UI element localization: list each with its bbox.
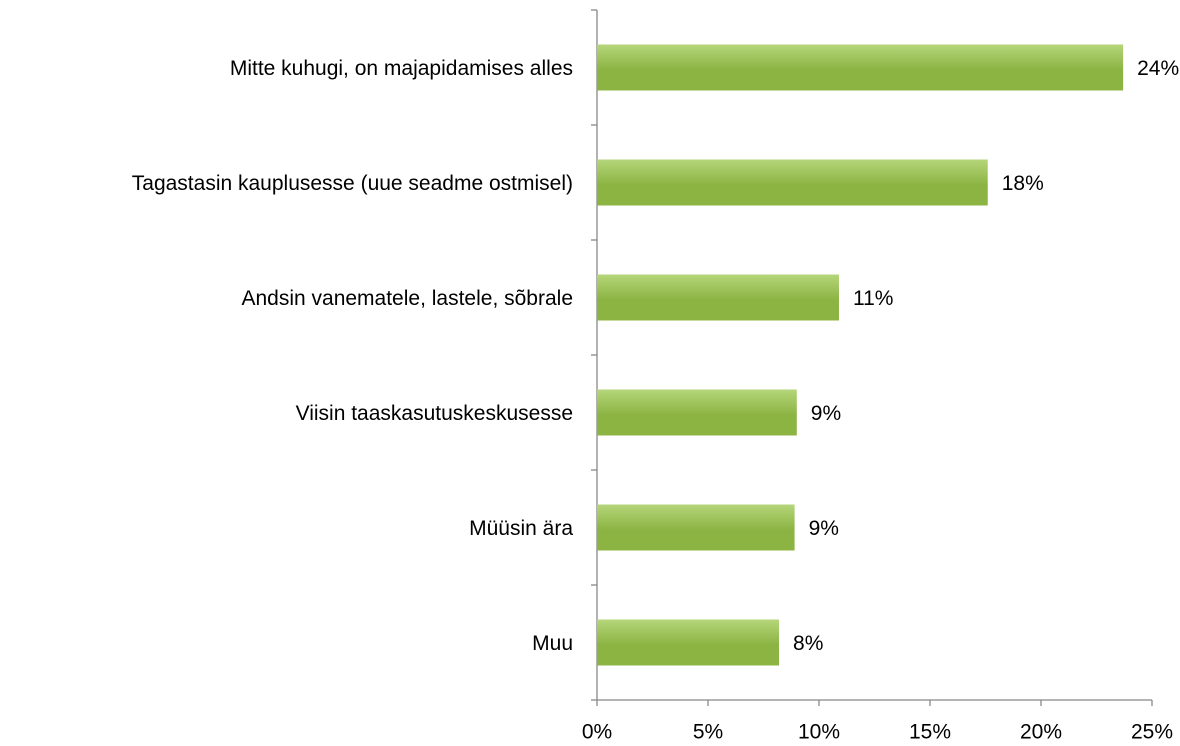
data-label: 18% <box>1002 172 1044 195</box>
y-tick-label: Muu <box>532 632 573 655</box>
bar <box>597 44 1124 91</box>
y-tick-label: Müüsin ära <box>469 517 573 540</box>
y-tick-label: Andsin vanematele, lastele, sõbrale <box>241 287 573 310</box>
bar <box>597 274 839 321</box>
x-tick-label: 25% <box>1131 721 1173 744</box>
y-tick-label: Mitte kuhugi, on majapidamises alles <box>230 57 573 80</box>
data-label: 9% <box>811 402 841 425</box>
data-label: 9% <box>809 517 839 540</box>
bar <box>597 159 988 206</box>
bar <box>597 619 780 666</box>
data-label: 24% <box>1137 57 1179 80</box>
bar <box>597 504 795 551</box>
y-tick-label: Tagastasin kauplusesse (uue seadme ostmi… <box>132 172 573 195</box>
data-label: 8% <box>793 632 823 655</box>
x-tick-label: 20% <box>1020 721 1062 744</box>
x-tick-label: 10% <box>798 721 840 744</box>
x-tick-label: 5% <box>693 721 723 744</box>
x-tick-label: 0% <box>582 721 612 744</box>
y-tick-label: Viisin taaskasutuskeskusesse <box>296 402 573 425</box>
x-tick-label: 15% <box>909 721 951 744</box>
bar <box>597 389 797 436</box>
data-label: 11% <box>853 287 893 310</box>
